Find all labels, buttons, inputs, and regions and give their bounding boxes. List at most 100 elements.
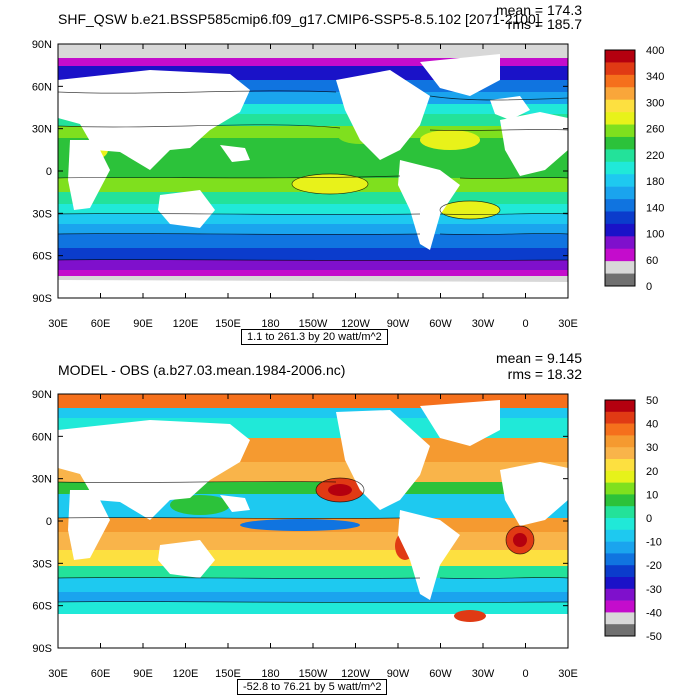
- colorbar-label: 60: [646, 255, 658, 267]
- lon-axis: 30E 60E 90E 120E 150E 180 150W 120W 90W 60W 30W 0 30…: [48, 668, 578, 680]
- lat-tick-label: 30S: [32, 558, 52, 570]
- colorbar-label: -40: [646, 607, 662, 619]
- stat-rms: rms = 185.7: [507, 16, 582, 32]
- lon-axis: 30E 60E 90E 120E 150E 180 150W 120W 90W 60W 30W 0 30…: [48, 318, 578, 330]
- colorbar-label: 300: [646, 97, 664, 109]
- lat-tick-label: 0: [46, 516, 52, 528]
- lat-tick-label: 60S: [32, 601, 52, 613]
- colorbar-label: -30: [646, 584, 662, 596]
- colorbar-swatch: [605, 541, 635, 554]
- contour-info: -52.8 to 76.21 by 5 watt/m^2: [237, 679, 388, 695]
- colorbar-swatch: [605, 248, 635, 262]
- colorbar-swatch: [605, 529, 635, 542]
- colorbar-label: 400: [646, 45, 664, 57]
- contour-lines: [58, 90, 568, 261]
- lon-tick-label: 150W: [299, 318, 328, 330]
- contour-lines: [58, 477, 568, 603]
- stat-mean: mean = 9.145: [495, 350, 582, 366]
- map-plot: 90N 60N 30N 0 30S 60S 90S 30E 60E 90E 120E 150E 180…: [32, 39, 665, 330]
- colorbar-frame: [604, 399, 636, 637]
- colorbar-swatch: [605, 50, 635, 63]
- lon-tick-label: 60W: [429, 318, 452, 330]
- colorbar-swatch: [605, 186, 635, 200]
- lon-tick-label: 90W: [387, 318, 410, 330]
- axis-ticks: [57, 43, 569, 299]
- colorbar-frame: [604, 49, 636, 287]
- colorbar-swatch: [605, 411, 635, 424]
- lat-tick-label: 60S: [32, 251, 52, 263]
- colorbar-swatch: [605, 199, 635, 212]
- lon-tick-label: 150E: [215, 668, 241, 680]
- lon-tick-label: 30E: [48, 318, 68, 330]
- colorbar-swatch: [605, 600, 635, 613]
- colorbar-swatch: [605, 223, 635, 237]
- lon-tick-label: 60E: [91, 668, 111, 680]
- colorbar-swatch: [605, 211, 635, 225]
- colorbar-label: 340: [646, 71, 664, 83]
- colorbar-label: 260: [646, 124, 664, 136]
- stat-mean: mean = 174.3: [495, 2, 582, 18]
- panel-model-obs: MODEL - OBS (a.b27.03.mean.1984-2006.nc)…: [0, 350, 700, 700]
- panel-title: SHF_QSW b.e21.BSSP585cmip6.f09_g17.CMIP6…: [58, 11, 540, 27]
- lon-tick-label: 0: [522, 318, 528, 330]
- lat-tick-label: 90N: [32, 389, 52, 401]
- colorbar-swatch: [605, 612, 635, 625]
- colorbar-label: 0: [646, 281, 652, 293]
- colorbar-swatch: [605, 624, 635, 637]
- lat-tick-label: 30N: [32, 474, 52, 486]
- colorbar-label: 40: [646, 419, 658, 431]
- colorbar-swatch: [605, 136, 635, 150]
- lon-tick-label: 30W: [472, 318, 495, 330]
- colorbar-swatch: [605, 506, 635, 519]
- colorbar-label: -10: [646, 537, 662, 549]
- lat-tick-label: 90N: [32, 39, 52, 51]
- land-mask: [58, 400, 568, 600]
- colorbar-swatch: [605, 588, 635, 601]
- colorbar-label: -50: [646, 631, 662, 643]
- colorbar-swatch: [605, 494, 635, 507]
- colorbar-swatch: [605, 236, 635, 250]
- lat-tick-label: 30S: [32, 208, 52, 220]
- colorbar-swatch: [605, 435, 635, 448]
- colorbar-swatch: [605, 149, 635, 163]
- colorbar-label: 50: [646, 395, 658, 407]
- panel-title: MODEL - OBS (a.b27.03.mean.1984-2006.nc): [58, 362, 346, 378]
- colorbar-swatch: [605, 400, 635, 413]
- colorbar-swatch: [605, 565, 635, 578]
- lon-tick-label: 150W: [299, 668, 328, 680]
- lon-tick-label: 120W: [341, 668, 370, 680]
- colorbar-label: 0: [646, 513, 652, 525]
- colorbar-swatch: [605, 553, 635, 566]
- lat-tick-label: 90S: [32, 293, 52, 305]
- colorbar-label: 10: [646, 489, 658, 501]
- ocean-field: [58, 44, 568, 298]
- colorbar-swatch: [605, 518, 635, 531]
- colorbar-swatch: [605, 577, 635, 590]
- colorbar-swatch: [605, 482, 635, 495]
- contour-info: 1.1 to 261.3 by 20 watt/m^2: [241, 329, 388, 345]
- lon-tick-label: 90E: [133, 668, 153, 680]
- colorbar-swatch: [605, 273, 635, 287]
- lat-tick-label: 90S: [32, 643, 52, 655]
- colorbar: 50 40 30 20 10 0 -10 -20 -30 -40 -50: [604, 395, 662, 643]
- colorbar-label: 20: [646, 466, 658, 478]
- colorbar-swatch: [605, 161, 635, 175]
- lat-axis: 90N 60N 30N 0 30S 60S 90S: [32, 39, 52, 305]
- colorbar-swatch: [605, 87, 635, 100]
- colorbar-swatch: [605, 74, 635, 88]
- lat-tick-label: 60N: [32, 81, 52, 93]
- colorbar: 400 340 300 260 220 180 140 100 60 0: [604, 45, 664, 293]
- colorbar-label: 180: [646, 176, 664, 188]
- lon-tick-label: 60W: [429, 668, 452, 680]
- lon-tick-label: 90E: [133, 318, 153, 330]
- colorbar-swatch: [605, 174, 635, 187]
- colorbar-swatch: [605, 62, 635, 76]
- map-plot: 90N 60N 30N 0 30S 60S 90S 30E 60E 90E 120E 150E 180…: [32, 389, 662, 680]
- colorbar-swatch: [605, 470, 635, 483]
- colorbar-label: 30: [646, 442, 658, 454]
- colorbar-swatch: [605, 459, 635, 472]
- lon-tick-label: 120E: [173, 668, 199, 680]
- colorbar-label: 100: [646, 229, 664, 241]
- lon-tick-label: 180: [261, 318, 279, 330]
- colorbar-swatch: [605, 447, 635, 460]
